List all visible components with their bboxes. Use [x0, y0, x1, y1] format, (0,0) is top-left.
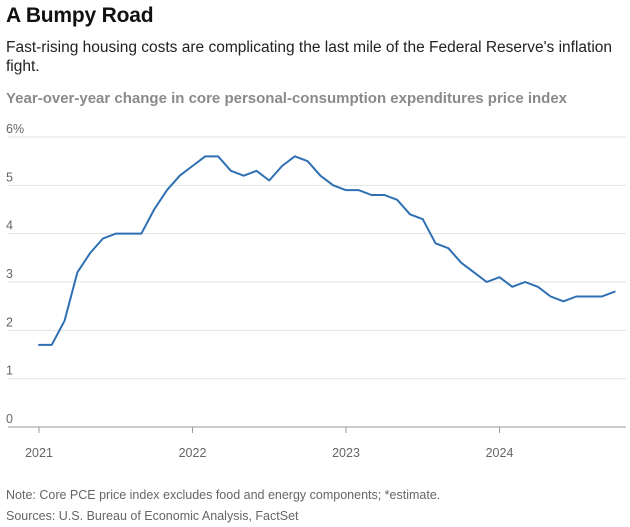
- data-point-2022-08: [280, 164, 284, 168]
- data-point-2024-02: [510, 285, 514, 289]
- series-line-core-pce: [38, 155, 616, 346]
- data-point-2024-04: [536, 285, 540, 289]
- chart-axis-description: Year-over-year change in core personal-c…: [6, 90, 568, 107]
- x-tick-label: 2024: [486, 446, 514, 460]
- data-point-2023-02: [357, 188, 361, 192]
- data-point-2021-05: [88, 251, 92, 255]
- footnote: Note: Core PCE price index excludes food…: [6, 488, 441, 502]
- data-point-2021-11: [165, 188, 169, 192]
- x-tick-label: 2022: [179, 446, 207, 460]
- data-point-2024-01: [498, 275, 502, 279]
- data-point-2023-08: [434, 241, 438, 245]
- y-tick-label: 4: [6, 219, 13, 233]
- data-point-2024-07: [574, 295, 578, 299]
- data-point-2023-09: [446, 246, 450, 250]
- data-point-2022-05: [242, 174, 246, 178]
- data-point-2023-05: [395, 198, 399, 202]
- data-point-2023-04: [382, 193, 386, 197]
- data-point-2021-08: [127, 232, 131, 236]
- data-point-2023-10: [459, 261, 463, 265]
- data-point-2023-11: [472, 270, 476, 274]
- y-tick-label: 2: [6, 315, 13, 329]
- data-point-2021-01: [37, 343, 41, 347]
- x-axis-ticks: 2021 2022 2023 2024: [25, 427, 513, 460]
- data-point-2022-11: [318, 174, 322, 178]
- series-layer: [37, 154, 617, 347]
- data-point-2023-03: [370, 193, 374, 197]
- data-point-2024-08: [587, 295, 591, 299]
- data-point-2022-10: [306, 159, 310, 163]
- data-point-2023-07: [421, 217, 425, 221]
- y-tick-label: 5: [6, 170, 13, 184]
- data-point-2024-03: [523, 280, 527, 284]
- data-point-2024-05: [549, 295, 553, 299]
- data-point-2022-12: [331, 183, 335, 187]
- y-tick-label: 6%: [6, 122, 24, 136]
- data-point-2021-12: [178, 174, 182, 178]
- x-tick-label: 2023: [332, 446, 360, 460]
- data-point-2022-06: [254, 169, 258, 173]
- data-point-2022-04: [229, 169, 233, 173]
- y-tick-label: 0: [6, 412, 13, 426]
- data-point-2021-09: [139, 232, 143, 236]
- data-point-2024-09: [600, 295, 604, 299]
- data-point-2021-03: [63, 319, 67, 323]
- data-point-2021-02: [50, 343, 54, 347]
- data-point-2023-12: [485, 280, 489, 284]
- data-point-2022-01: [191, 164, 195, 168]
- data-point-2023-01: [344, 188, 348, 192]
- data-point-2022-02: [203, 154, 207, 158]
- data-point-2024-10: [613, 290, 617, 294]
- sources: Sources: U.S. Bureau of Economic Analysi…: [6, 509, 299, 523]
- chart-subtitle: Fast-rising housing costs are complicati…: [6, 39, 613, 75]
- data-point-2022-07: [267, 179, 271, 183]
- data-point-2021-06: [101, 237, 105, 241]
- gridlines: [8, 136, 626, 428]
- data-point-2023-06: [408, 212, 412, 216]
- data-point-2022-09: [293, 154, 297, 158]
- data-point-2022-03: [216, 154, 220, 158]
- y-tick-label: 3: [6, 267, 13, 281]
- line-chart: 6% 5 4 3 2 1 0 2021 2022 2023 2024: [6, 122, 626, 460]
- y-axis-ticks: 6% 5 4 3 2 1 0: [6, 122, 24, 426]
- x-tick-label: 2021: [25, 446, 53, 460]
- data-point-2021-04: [75, 270, 79, 274]
- data-point-2021-07: [114, 232, 118, 236]
- data-point-2024-06: [561, 299, 565, 303]
- chart-title: A Bumpy Road: [6, 4, 154, 27]
- data-point-2021-10: [152, 208, 156, 212]
- y-tick-label: 1: [6, 364, 13, 378]
